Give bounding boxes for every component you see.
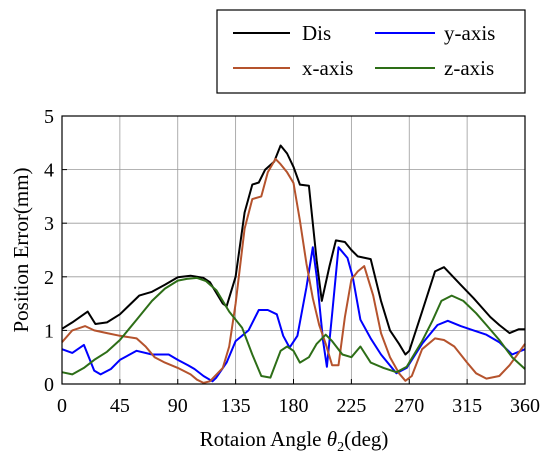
x-tick-label: 135 — [221, 395, 251, 417]
x-axis-title-suffix: (deg) — [344, 427, 388, 451]
series-line-dis — [61, 144, 525, 356]
y-tick-label: 2 — [44, 267, 54, 289]
x-tick-label: 180 — [279, 395, 309, 417]
x-tick-label: 315 — [452, 395, 482, 417]
chart-legend: Dis y-axis x-axis z-axis — [216, 9, 526, 94]
y-axis-title: Position Error(mm) — [9, 167, 33, 332]
x-axis-title-prefix: Rotaion Angle — [200, 427, 327, 451]
x-axis-title-symbol: θ — [327, 427, 337, 451]
x-axis-title: Rotaion Angle θ2(deg) — [200, 427, 389, 455]
legend-label-y-axis: y-axis — [444, 21, 495, 45]
y-tick-label: 1 — [44, 320, 54, 342]
legend-label-z-axis: z-axis — [444, 56, 494, 80]
x-tick-label: 225 — [336, 395, 366, 417]
y-tick-label: 4 — [44, 160, 54, 182]
grid-layer — [61, 115, 526, 385]
x-tick-label: 360 — [510, 395, 540, 417]
x-tick-label: 90 — [168, 395, 188, 417]
series-line-y-axis — [61, 246, 526, 383]
legend-label-x-axis: x-axis — [302, 56, 353, 80]
series-line-x-axis — [61, 157, 526, 384]
x-tick-label: 270 — [394, 395, 424, 417]
y-tick-label: 3 — [44, 213, 54, 235]
x-tick-label: 45 — [110, 395, 130, 417]
x-axis-title-subscript: 2 — [337, 440, 344, 455]
x-tick-label: 0 — [57, 395, 67, 417]
series-layer — [61, 144, 526, 384]
legend-box — [216, 9, 526, 94]
series-line-z-axis — [61, 276, 526, 379]
legend-label-dis: Dis — [302, 21, 331, 45]
y-tick-label: 5 — [44, 106, 54, 128]
y-tick-label: 0 — [44, 374, 54, 396]
